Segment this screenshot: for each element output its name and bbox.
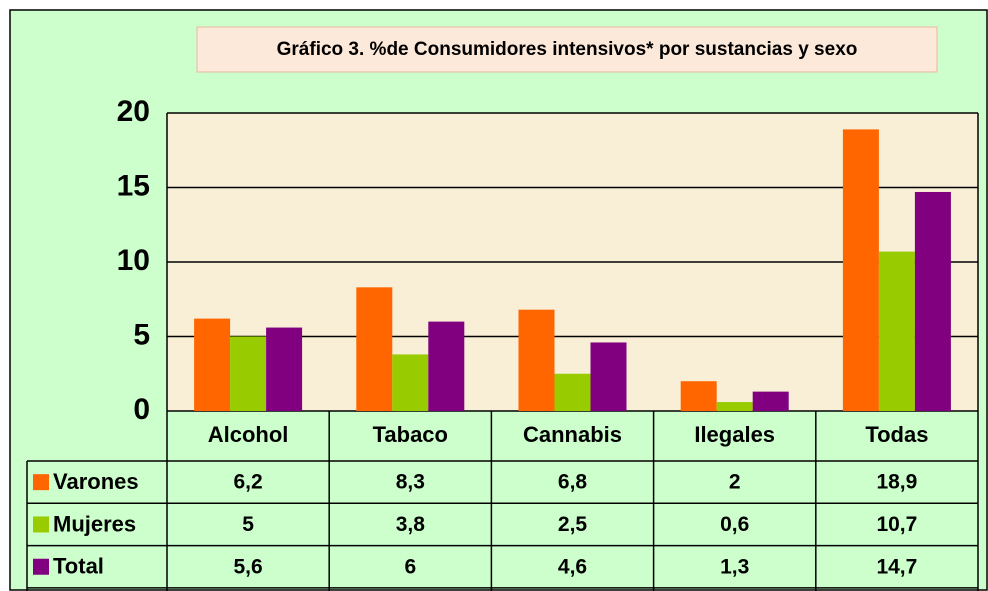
- x-tick-label: Cannabis: [523, 422, 622, 447]
- legend-label: Varones: [53, 469, 139, 494]
- bar: [392, 354, 429, 411]
- bar: [716, 402, 753, 411]
- legend-swatch: [33, 516, 49, 533]
- table-value: 2,5: [558, 513, 588, 536]
- table-value: 5,6: [233, 555, 262, 578]
- table-value: 1,3: [720, 555, 749, 578]
- y-tick-label: 0: [133, 393, 150, 426]
- table-value: 4,6: [558, 555, 587, 578]
- bar: [680, 381, 717, 411]
- bar: [356, 287, 393, 411]
- bar: [752, 391, 789, 411]
- bar: [590, 342, 627, 411]
- table-value: 0,6: [720, 513, 749, 536]
- bar: [230, 336, 267, 411]
- x-tick-label: Alcohol: [208, 422, 289, 447]
- x-tick-label: Ilegales: [694, 422, 775, 447]
- table-value: 18,9: [876, 471, 917, 494]
- y-tick-label: 20: [117, 95, 150, 128]
- bar: [842, 129, 879, 411]
- table-value: 14,7: [876, 555, 917, 578]
- table-value: 6: [404, 555, 416, 578]
- table-value: 6,8: [558, 471, 588, 494]
- table-value: 6,2: [233, 471, 262, 494]
- x-tick-label: Todas: [865, 422, 928, 447]
- y-tick-label: 15: [117, 169, 150, 202]
- table-value: 10,7: [876, 513, 917, 536]
- legend-label: Mujeres: [53, 511, 136, 536]
- legend-swatch: [33, 558, 49, 575]
- y-tick-label: 5: [133, 318, 150, 351]
- bar: [554, 373, 591, 411]
- legend-swatch: [33, 474, 49, 491]
- legend-label: Total: [53, 554, 104, 579]
- table-value: 2: [729, 471, 741, 494]
- x-tick-label: Tabaco: [373, 422, 448, 447]
- bar: [194, 318, 231, 411]
- bar: [518, 309, 555, 411]
- table-value: 5: [242, 513, 254, 536]
- title-box: [196, 26, 938, 73]
- bar: [914, 191, 951, 411]
- chart-title: Gráfico 3. %de Consumidores intensivos* …: [277, 39, 858, 60]
- bar: [428, 321, 465, 411]
- table-value: 8,3: [396, 471, 425, 494]
- bar: [266, 327, 303, 411]
- bar: [878, 251, 915, 411]
- table-value: 3,8: [396, 513, 426, 536]
- y-tick-label: 10: [117, 244, 150, 277]
